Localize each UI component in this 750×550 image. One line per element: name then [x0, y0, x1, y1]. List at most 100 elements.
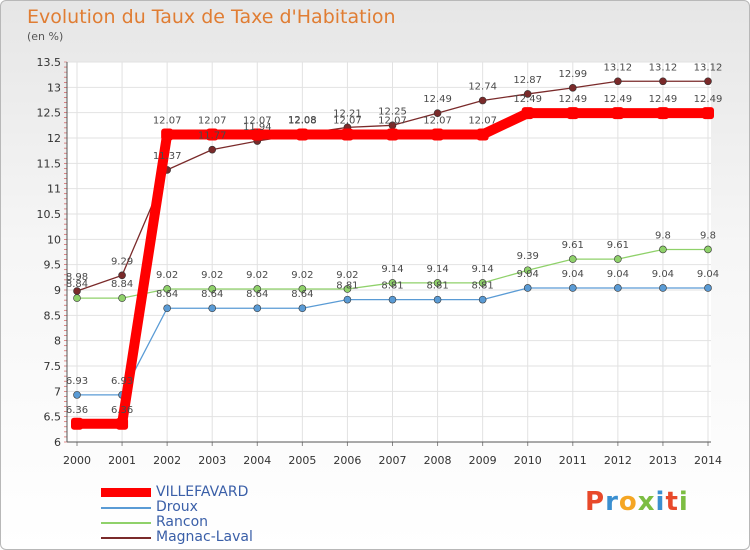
- data-label: 8.64: [156, 289, 178, 300]
- data-label: 11.37: [153, 151, 182, 162]
- data-label: 9.04: [607, 269, 629, 280]
- data-label: 8.98: [66, 272, 88, 283]
- unit-label: (en %): [27, 30, 64, 43]
- data-point: [702, 107, 714, 120]
- data-point: [568, 284, 577, 292]
- y-tick-label: 11: [47, 183, 61, 196]
- data-label: 8.81: [381, 281, 403, 292]
- legend-label: Magnac-Laval: [156, 529, 253, 545]
- data-point: [433, 279, 442, 287]
- data-point: [71, 417, 83, 430]
- y-tick-label: 7.5: [44, 360, 62, 373]
- data-label: 9.14: [381, 264, 403, 275]
- y-tick-label: 11.5: [37, 157, 62, 170]
- y-tick-label: 13.5: [37, 56, 62, 69]
- data-point: [476, 128, 489, 141]
- legend-label: Rancon: [156, 514, 209, 530]
- data-point: [568, 84, 577, 92]
- data-label: 12.49: [649, 94, 678, 105]
- y-tick-label: 6.5: [44, 411, 62, 424]
- data-point: [523, 266, 532, 275]
- logo-letter: x: [637, 487, 656, 517]
- data-point: [478, 295, 487, 304]
- data-label: 9.02: [246, 270, 268, 281]
- legend-label: VILLEFAVARD: [156, 484, 249, 500]
- data-label: 9.02: [156, 270, 178, 281]
- data-label: 8.81: [336, 281, 358, 292]
- data-point: [431, 128, 444, 141]
- data-point: [568, 255, 577, 263]
- data-point: [566, 107, 579, 120]
- logo-letter: r: [605, 487, 619, 517]
- y-tick-label: 12: [47, 132, 61, 145]
- data-label: 12.99: [558, 69, 587, 80]
- data-label: 9.29: [111, 256, 133, 267]
- data-point: [208, 285, 217, 293]
- y-tick-label: 13: [47, 81, 61, 94]
- data-label: 12.49: [423, 94, 452, 105]
- y-tick-label: 8.5: [44, 309, 62, 322]
- data-point: [386, 128, 399, 141]
- data-label: 12.07: [333, 115, 362, 126]
- logo-letter: P: [585, 487, 606, 517]
- data-point: [659, 77, 667, 86]
- data-label: 8.84: [111, 279, 133, 290]
- legend-swatch: [101, 522, 151, 524]
- data-label: 13.12: [649, 62, 678, 73]
- data-point: [478, 96, 487, 105]
- x-tick-label: 2005: [288, 454, 316, 467]
- data-label: 8.64: [201, 289, 223, 300]
- data-point: [163, 304, 171, 313]
- x-tick-label: 2000: [63, 454, 91, 467]
- data-label: 12.87: [513, 75, 542, 86]
- data-label: 12.07: [198, 115, 227, 126]
- data-label: 12.07: [378, 115, 407, 126]
- data-label: 9.02: [336, 270, 358, 281]
- data-point: [253, 304, 262, 313]
- x-tick-label: 2004: [243, 454, 271, 467]
- x-tick-label: 2011: [559, 454, 587, 467]
- data-label: 8.81: [472, 281, 494, 292]
- x-tick-label: 2001: [108, 454, 136, 467]
- data-point: [116, 417, 129, 430]
- y-tick-label: 9.5: [44, 259, 62, 272]
- data-label: 8.81: [426, 281, 448, 292]
- data-point: [341, 128, 354, 141]
- logo-letter: i: [678, 487, 689, 517]
- data-label: 9.02: [291, 270, 313, 281]
- data-point: [523, 90, 532, 98]
- data-label: 6.93: [111, 376, 133, 387]
- data-point: [251, 128, 264, 141]
- proxiti-logo: Proxiti: [585, 487, 689, 517]
- data-label: 9.02: [201, 270, 223, 281]
- legend-label: Droux: [156, 499, 198, 515]
- data-label: 6.93: [66, 376, 88, 387]
- data-point: [704, 245, 712, 254]
- logo-letter: o: [618, 487, 638, 517]
- data-point: [611, 107, 624, 120]
- x-tick-label: 2006: [333, 454, 361, 467]
- data-label: 12.49: [604, 94, 633, 105]
- data-label: 9.04: [652, 269, 674, 280]
- data-point: [614, 255, 622, 263]
- data-label: 13.12: [604, 62, 633, 73]
- chart-title: Evolution du Taux de Taxe d'Habitation: [27, 6, 396, 28]
- data-label: 9.8: [700, 230, 716, 241]
- data-point: [118, 294, 126, 302]
- data-label: 6.36: [111, 405, 133, 416]
- legend-swatch: [101, 507, 151, 509]
- data-point: [614, 284, 622, 292]
- data-point: [659, 284, 667, 292]
- data-label: 9.8: [655, 230, 671, 241]
- data-point: [704, 77, 712, 86]
- data-point: [208, 145, 217, 154]
- data-label: 12.08: [288, 115, 317, 126]
- x-tick-label: 2012: [604, 454, 632, 467]
- x-tick-label: 2013: [649, 454, 677, 467]
- data-point: [659, 245, 667, 254]
- logo-letter: t: [665, 487, 679, 517]
- y-tick-label: 12.5: [37, 107, 62, 120]
- data-point: [523, 284, 532, 292]
- data-label: 12.07: [153, 115, 182, 126]
